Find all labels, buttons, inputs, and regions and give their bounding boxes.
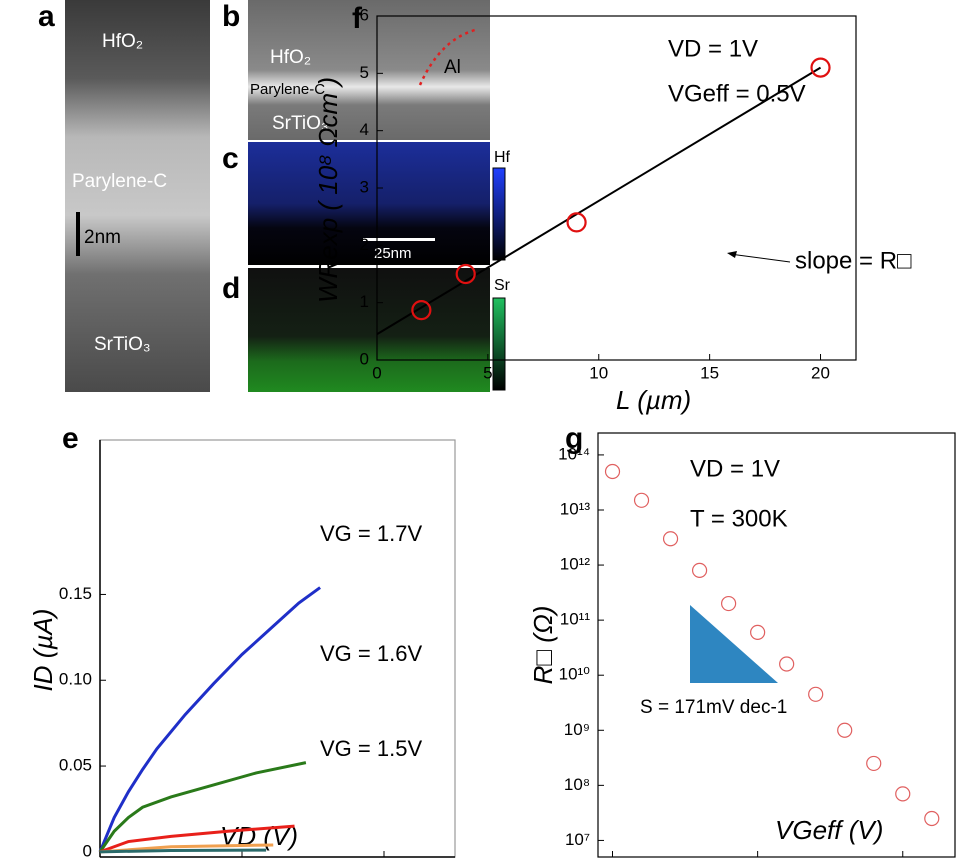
x-axis-label: L (µm) (616, 385, 691, 415)
y-tick-label: 10⁷ (565, 830, 590, 849)
y-tick-label: 10⁹ (564, 720, 590, 739)
data-point (866, 755, 882, 772)
panel-b: b HfO₂ Parylene-C SrTiO₃ Al (222, 0, 490, 140)
layer-label: Parylene-C (250, 81, 325, 98)
data-point (662, 531, 679, 547)
series-line (98, 586, 321, 853)
panel-label: d (222, 272, 240, 305)
micrograph (65, 0, 210, 392)
annotation: VGeff = 0.5V (668, 80, 806, 107)
y-axis-label: ID (µA) (28, 609, 58, 692)
data-point (837, 722, 853, 738)
data-point (895, 786, 911, 802)
y-tick-label: 2 (360, 235, 369, 254)
y-tick-label: 6 (360, 5, 369, 24)
data-point (808, 686, 824, 702)
y-tick-label: 10¹² (560, 555, 591, 574)
colorbar-label: Hf (494, 149, 511, 166)
panel-label: c (222, 142, 239, 175)
y-tick-label: 4 (360, 120, 369, 139)
y-axis-label: WRexp ( 10⁸ Ωcm ) (313, 77, 343, 303)
layer-label: SrTiO₃ (94, 334, 151, 355)
scale-bar (76, 212, 80, 256)
panel-label: a (38, 0, 55, 33)
panel-a: a HfO₂ Parylene-C 2nm SrTiO₃ (38, 0, 210, 392)
colorbar (492, 167, 506, 261)
layer-label: HfO₂ (270, 47, 311, 68)
annotation: T = 300K (690, 505, 788, 532)
y-tick-label: 5 (360, 63, 369, 82)
micrograph (248, 0, 490, 140)
scale-label: 25nm (374, 245, 412, 262)
y-tick-label: 0.15 (59, 584, 92, 603)
series-line (99, 848, 267, 854)
series-line (98, 761, 307, 853)
boundary (418, 28, 476, 86)
y-tick-label: 0.05 (59, 756, 92, 775)
y-tick-label: 10¹⁰ (559, 665, 591, 684)
data-point (721, 595, 737, 612)
eels-map (248, 142, 490, 265)
data-point (604, 463, 621, 480)
panel-c: c Hf 25nm (222, 142, 511, 265)
series-label: VG = 1.7V (320, 521, 422, 546)
colorbar-label: Sr (494, 277, 511, 294)
y-tick-label: 10¹³ (560, 499, 591, 518)
data-point (455, 263, 476, 285)
layer-label: Parylene-C (72, 171, 167, 192)
y-tick-label: 0 (360, 349, 369, 368)
data-point (633, 492, 650, 508)
annotation: S = 171mV dec-1 (640, 697, 787, 718)
annotation: VD = 1V (690, 455, 780, 482)
y-tick-label: 0 (83, 841, 92, 858)
layer-label: Al (444, 57, 461, 78)
layer-label: SrTiO₃ (272, 113, 329, 134)
y-tick-label: 0.10 (59, 670, 92, 689)
y-axis-label: R□ (Ω) (528, 606, 558, 685)
annotation: VD = 1V (668, 35, 758, 62)
y-tick-label: 3 (360, 177, 369, 196)
panel-label: b (222, 0, 240, 33)
data-point (750, 624, 766, 640)
series-line (99, 824, 295, 854)
x-tick-label: 5 (483, 363, 492, 382)
arrow-head (727, 251, 737, 258)
scale-label: 2nm (84, 227, 121, 248)
x-axis-label: VGeff (V) (775, 815, 883, 845)
data-point (566, 212, 587, 233)
y-tick-label: 10¹¹ (560, 610, 591, 629)
x-tick-label: 20 (811, 363, 830, 382)
y-tick-label: 10¹⁴ (558, 444, 590, 463)
colorbar (492, 297, 506, 391)
x-tick-label: 0 (372, 363, 381, 382)
x-tick-label: 15 (700, 363, 719, 382)
data-point (691, 562, 708, 578)
arrow (729, 253, 791, 263)
data-point (924, 810, 940, 827)
layer-label: HfO₂ (102, 31, 143, 52)
panel-d: d Sr (222, 268, 511, 392)
slope-triangle (690, 605, 778, 683)
x-tick-label: 10 (589, 363, 608, 382)
annotation: slope = R□ (795, 247, 912, 274)
scale-bar (363, 238, 435, 241)
panel-label: e (62, 422, 79, 455)
y-tick-label: 10⁸ (564, 775, 590, 794)
y-tick-label: 1 (360, 292, 369, 311)
series-label: VG = 1.6V (320, 641, 422, 666)
panel-label: f (352, 2, 363, 35)
data-point (779, 656, 795, 672)
data-point (810, 57, 831, 78)
series-label: VG = 1.5V (320, 736, 422, 761)
plot-frame (597, 432, 956, 858)
data-point (411, 300, 432, 321)
panel-label: g (565, 422, 583, 455)
fit-line (376, 66, 822, 336)
eels-map (248, 268, 490, 392)
